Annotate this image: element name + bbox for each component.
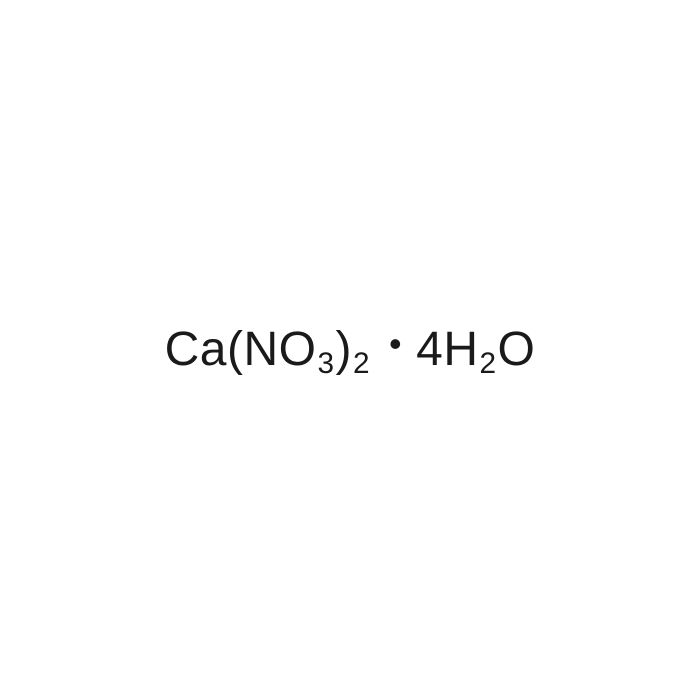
formula-sub-6: 2 [480, 347, 497, 380]
formula-canvas: Ca(NO3)2•4H2O [0, 0, 700, 700]
formula-part-7: O [498, 326, 536, 374]
formula-part-5: 4H [416, 326, 478, 374]
formula-part-2: ) [336, 326, 352, 374]
formula-sub-3: 2 [353, 347, 370, 380]
formula-part-0: Ca(NO [165, 326, 317, 374]
formula-sub-1: 3 [317, 347, 334, 380]
formula-dot: • [389, 326, 402, 362]
chemical-formula: Ca(NO3)2•4H2O [165, 326, 536, 374]
